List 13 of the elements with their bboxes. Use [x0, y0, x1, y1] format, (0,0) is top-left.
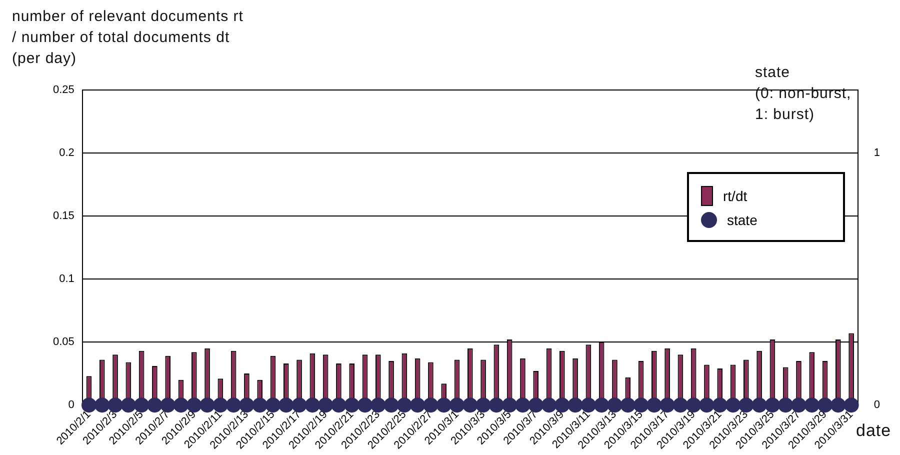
legend-label: state [727, 212, 758, 228]
y2-tick-label: 1 [874, 147, 880, 160]
y2-tick-label: 0 [874, 399, 880, 412]
y2-axis-title: state (0: non-burst, 1: burst) [755, 63, 852, 125]
y-tick-label: 0.15 [52, 210, 74, 222]
y-tick-label: 0.05 [52, 336, 74, 348]
y-tick-label: 0.25 [52, 84, 74, 96]
y-tick-label: 0.1 [59, 273, 74, 286]
y-tick-label: 0.2 [59, 147, 74, 160]
y-axis-title: number of relevant documents rt / number of total documents dt (per day) [12, 7, 244, 69]
x-axis-title: date [856, 420, 892, 441]
y-tick-label: 0 [68, 399, 74, 412]
legend-label: rt/dt [723, 188, 748, 204]
